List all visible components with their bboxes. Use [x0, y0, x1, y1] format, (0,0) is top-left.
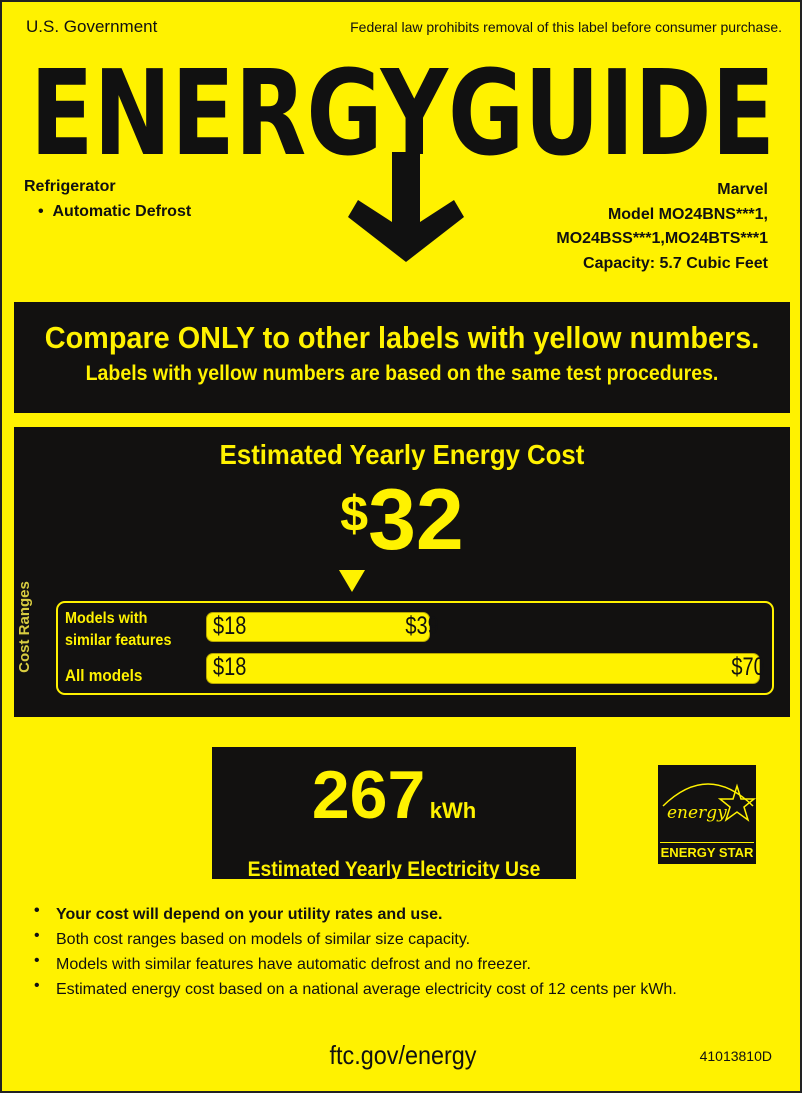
note-text: Estimated energy cost based on a nationa…: [56, 981, 677, 998]
note-item: Your cost will depend on your utility ra…: [34, 902, 443, 924]
capacity: Capacity: 5.7 Cubic Feet: [583, 254, 768, 272]
label-code: 41013810D: [699, 1048, 772, 1064]
model-info: Marvel Model MO24BNS***1, MO24BSS***1,MO…: [556, 178, 768, 276]
note-item: Estimated energy cost based on a nationa…: [34, 977, 677, 999]
cost-box: Estimated Yearly Energy Cost $32 Cost Ra…: [14, 427, 790, 717]
energy-star-icon: energy: [662, 783, 757, 823]
all-min: $18: [213, 653, 247, 681]
kwh-number: 267: [311, 757, 426, 833]
note-text: Your cost will depend on your utility ra…: [56, 906, 443, 923]
similar-min: $18: [213, 612, 247, 640]
similar-label-2: similar features: [65, 632, 172, 649]
compare-box: Compare ONLY to other labels with yellow…: [14, 302, 790, 413]
kwh-value: 267 kWh: [212, 755, 576, 854]
cost-ranges-box: Models with similar features All models $…: [56, 601, 774, 695]
all-max: $70: [731, 653, 765, 681]
cost-indicator-triangle: [339, 570, 365, 592]
product-feature: • Automatic Defrost: [38, 203, 192, 220]
note-text: Both cost ranges based on models of simi…: [56, 931, 471, 948]
similar-max: $39: [405, 612, 439, 640]
cost-dollar: $: [340, 486, 369, 542]
compare-sub: Labels with yellow numbers are based on …: [85, 362, 719, 385]
compare-headline: Compare ONLY to other labels with yellow…: [44, 320, 760, 355]
similar-label-1: Models with: [65, 610, 148, 627]
electricity-box: 267 kWh Estimated Yearly Electricity Use: [212, 747, 576, 881]
kwh-label: Estimated Yearly Electricity Use: [247, 858, 541, 881]
energy-star-text: ENERGY STAR: [660, 842, 754, 860]
cost-ranges-label: Cost Ranges: [16, 581, 33, 673]
similar-label: Models with similar features: [65, 608, 171, 652]
all-range-bar: $18 $70: [206, 653, 765, 684]
header-right: Federal law prohibits removal of this la…: [350, 19, 782, 35]
product-type: Refrigerator: [24, 178, 116, 195]
note-text: Models with similar features have automa…: [56, 956, 531, 973]
header-left: U.S. Government: [26, 17, 158, 36]
model-line2: MO24BSS***1,MO24BTS***1: [556, 230, 768, 247]
similar-range-bar: $18 $39: [206, 612, 439, 642]
kwh-unit: kWh: [429, 798, 477, 823]
model-line1: Model MO24BNS***1,: [607, 205, 768, 223]
energyguide-logo: ENERGYGUIDE: [30, 44, 775, 262]
ftc-url[interactable]: ftc.gov/energy: [329, 1040, 477, 1070]
note-item: Models with similar features have automa…: [34, 952, 531, 974]
all-models-label: All models: [65, 666, 143, 685]
cost-title: Estimated Yearly Energy Cost: [219, 439, 585, 470]
cost-number: 32: [368, 472, 464, 568]
note-item: Both cost ranges based on models of simi…: [34, 927, 471, 949]
arrow-down-icon: [348, 152, 464, 262]
energy-star-logo: energy ENERGY STAR: [658, 765, 757, 864]
feature-text: Automatic Defrost: [52, 203, 192, 220]
brand: Marvel: [717, 181, 768, 198]
cost-value: $32: [14, 469, 790, 590]
energy-script: energy: [667, 803, 727, 823]
